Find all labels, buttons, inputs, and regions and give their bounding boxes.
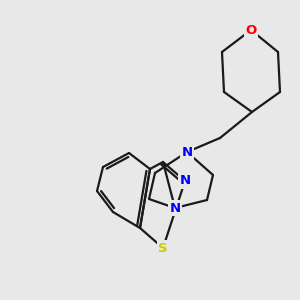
Text: O: O bbox=[245, 23, 256, 37]
Text: N: N bbox=[179, 175, 191, 188]
Text: N: N bbox=[169, 202, 181, 214]
Text: N: N bbox=[182, 146, 193, 158]
Text: S: S bbox=[158, 242, 168, 254]
